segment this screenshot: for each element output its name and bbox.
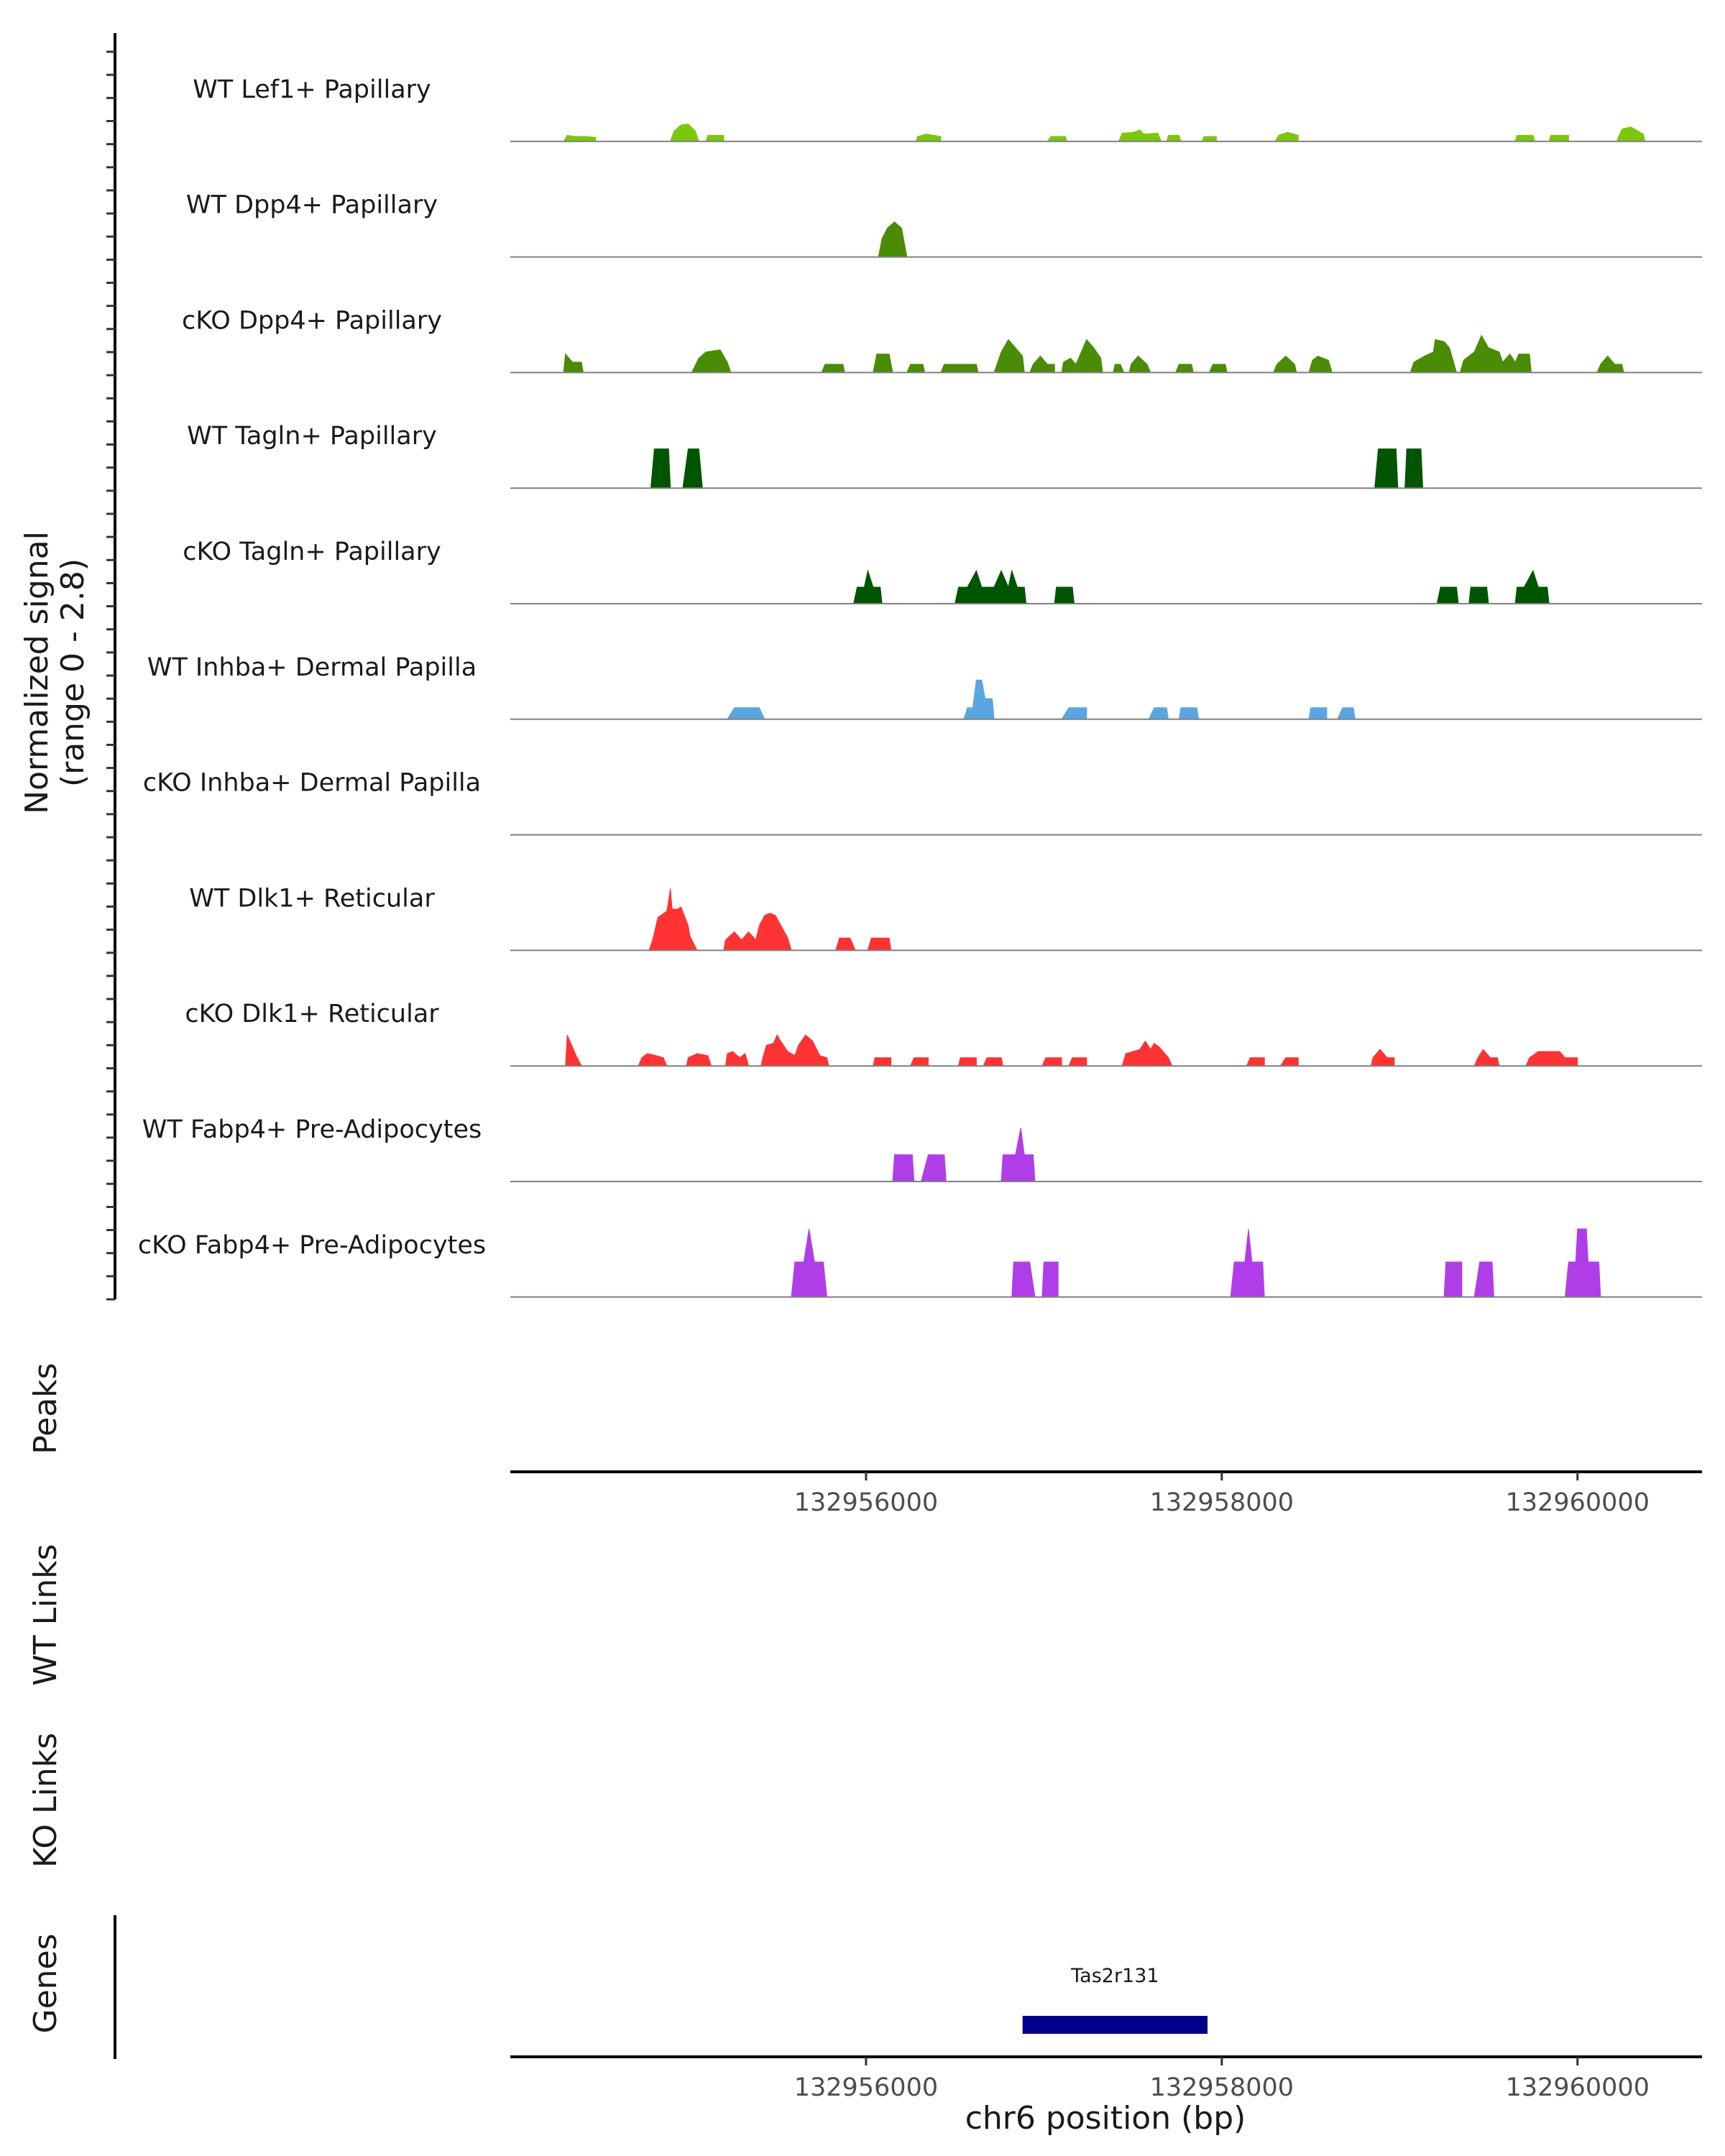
coverage-track: cKO Tagln+ Papillary — [183, 538, 1702, 604]
y-axis-label-line1: Normalized signal — [19, 531, 55, 814]
coverage-area — [878, 221, 908, 258]
genes-track-label: Genes — [27, 1933, 64, 2033]
coverage-area — [563, 124, 1646, 142]
coverage-area — [650, 448, 1424, 489]
track-label: cKO Inhba+ Dermal Papilla — [143, 769, 481, 798]
x-axis-label: chr6 position (bp) — [965, 2100, 1246, 2137]
coverage-track: WT Tagln+ Papillary — [187, 422, 1702, 489]
track-label: WT Inhba+ Dermal Papilla — [147, 653, 477, 682]
track-label: cKO Fabp4+ Pre-Adipocytes — [138, 1231, 486, 1260]
gene-body — [1022, 2016, 1208, 2034]
coverage-track: WT Dlk1+ Reticular — [189, 884, 1702, 952]
coverage-track: WT Inhba+ Dermal Papilla — [147, 653, 1702, 720]
coverage-area — [727, 679, 1356, 720]
track-label: cKO Dlk1+ Reticular — [185, 1000, 439, 1028]
coverage-area — [648, 888, 892, 951]
track-label: WT Dpp4+ Papillary — [186, 191, 438, 220]
coverage-track: cKO Dpp4+ Papillary — [182, 306, 1702, 374]
x-tick-label: 132956000 — [794, 2073, 938, 2102]
coverage-track: cKO Inhba+ Dermal Papilla — [143, 769, 1702, 836]
coverage-area — [892, 1128, 1036, 1182]
signal-y-axis — [106, 33, 116, 1301]
track-label: WT Lef1+ Papillary — [193, 75, 431, 104]
coverage-area — [563, 334, 1624, 373]
coverage-track: cKO Dlk1+ Reticular — [185, 1000, 1702, 1067]
track-label: WT Fabp4+ Pre-Adipocytes — [142, 1115, 482, 1144]
track-label: WT Dlk1+ Reticular — [189, 884, 435, 913]
x-tick-label: 132956000 — [794, 1488, 938, 1517]
coverage-track: WT Lef1+ Papillary — [193, 75, 1702, 142]
coverage-area — [852, 569, 1550, 604]
x-tick-label: 132958000 — [1150, 1488, 1294, 1517]
coverage-tracks: WT Lef1+ Papillary WT Dpp4+ Papillary cKO … — [138, 75, 1702, 1298]
x-axis-top: 132956000 132958000 132960000 — [510, 1470, 1702, 1517]
coverage-area — [565, 1033, 1578, 1067]
x-tick-label: 132960000 — [1506, 1488, 1650, 1517]
coverage-track: cKO Fabp4+ Pre-Adipocytes — [138, 1228, 1702, 1298]
y-axis-label-line2: (range 0 - 2.8) — [55, 558, 91, 787]
x-tick-label: 132960000 — [1506, 2073, 1650, 2102]
x-tick-label: 132958000 — [1150, 2073, 1294, 2102]
gene-name-label: Tas2r131 — [1070, 1965, 1159, 1987]
track-label: cKO Tagln+ Papillary — [183, 538, 441, 566]
coverage-track: WT Fabp4+ Pre-Adipocytes — [142, 1115, 1702, 1182]
track-label: WT Tagln+ Papillary — [187, 422, 437, 451]
coverage-track: WT Dpp4+ Papillary — [186, 191, 1702, 258]
x-axis-bottom: 132956000 132958000 132960000 — [510, 2055, 1702, 2102]
wt-links-track-label: WT Links — [27, 1544, 64, 1685]
gene-annotations: Tas2r131 — [1022, 1965, 1208, 2034]
ko-links-track-label: KO Links — [27, 1733, 64, 1868]
track-label: cKO Dpp4+ Papillary — [182, 306, 442, 335]
coverage-area — [791, 1228, 1601, 1298]
peaks-track-label: Peaks — [27, 1363, 64, 1454]
